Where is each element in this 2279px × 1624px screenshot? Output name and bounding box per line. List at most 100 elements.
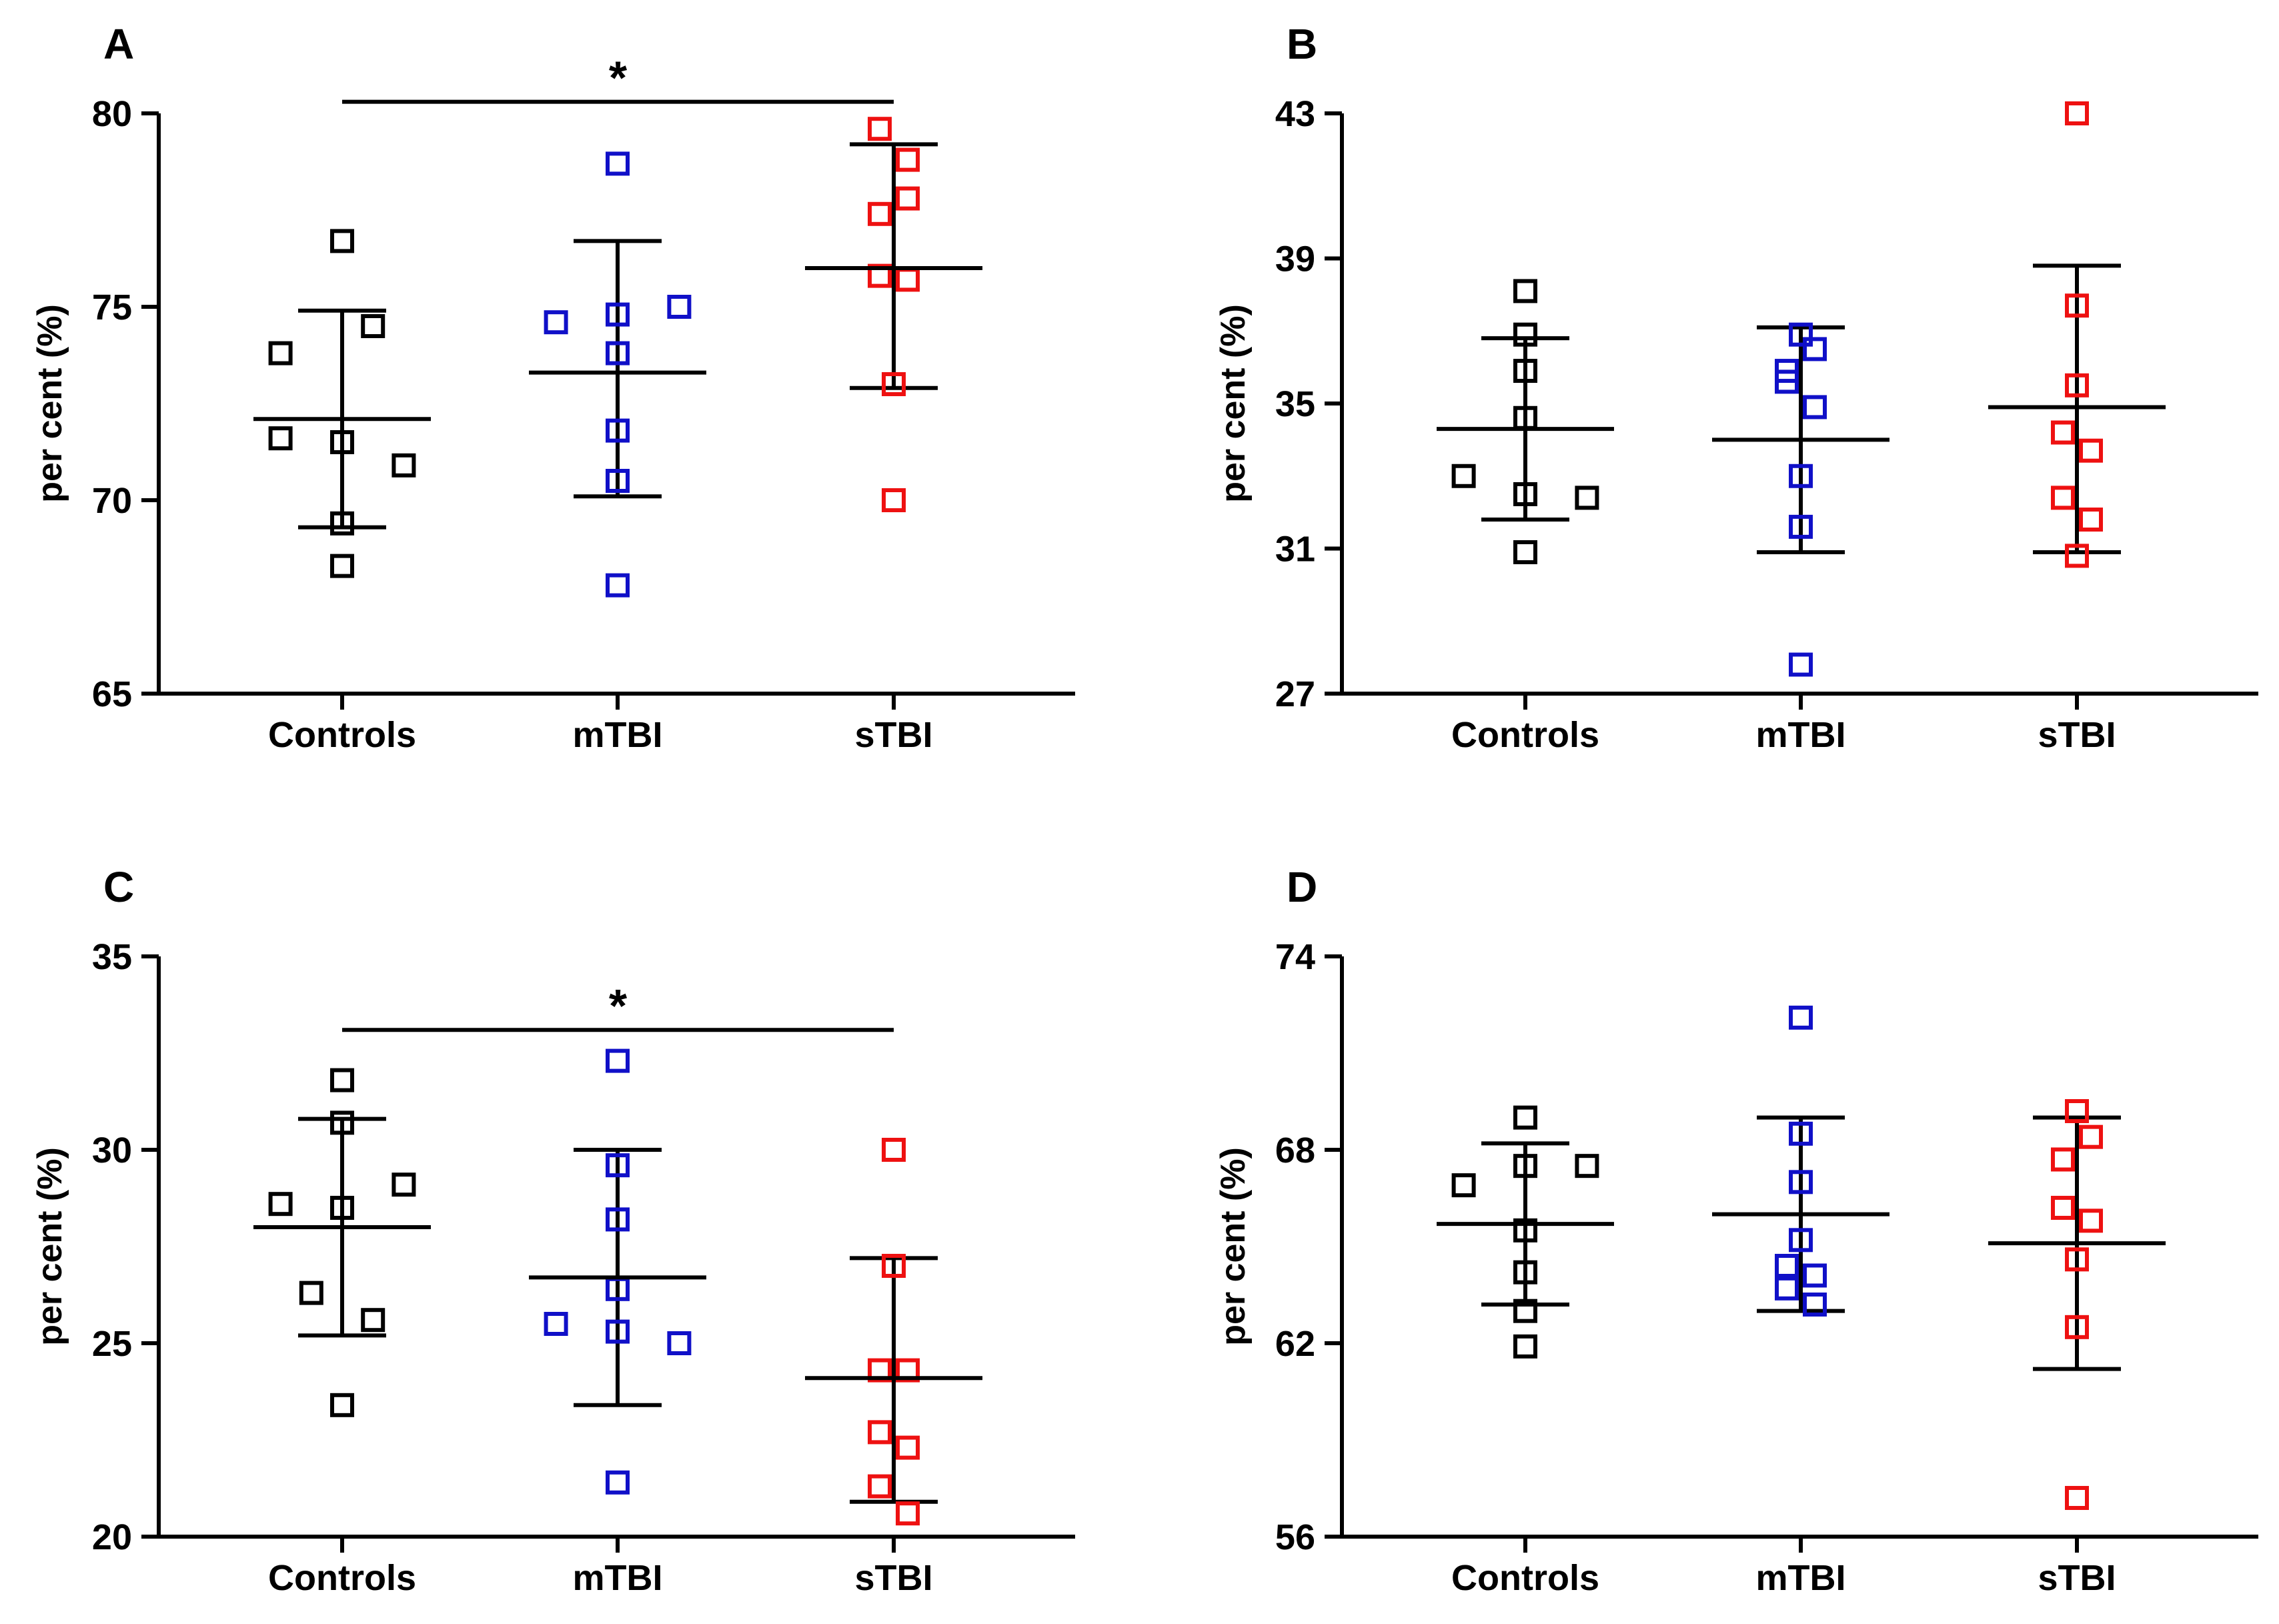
data-point bbox=[1789, 514, 1813, 539]
data-point bbox=[361, 1308, 386, 1333]
data-point bbox=[896, 147, 920, 172]
data-point bbox=[896, 1501, 920, 1526]
y-tick-label: 68 bbox=[1275, 1130, 1315, 1170]
group-Controls bbox=[1437, 1105, 1614, 1359]
data-point bbox=[1513, 540, 1537, 564]
data-point bbox=[896, 1358, 920, 1383]
data-point bbox=[330, 430, 354, 454]
x-tick-label: mTBI bbox=[1756, 715, 1846, 755]
data-point bbox=[330, 1196, 354, 1220]
panel-D: D 56 62 68 74 per cent (%) Controls mTBI sTBI bbox=[1214, 863, 2258, 1598]
data-point bbox=[606, 469, 630, 493]
data-point bbox=[1789, 464, 1813, 488]
data-point bbox=[268, 426, 293, 451]
x-tick-label: Controls bbox=[268, 715, 416, 755]
data-point bbox=[1789, 322, 1813, 347]
x-tick-label: Controls bbox=[1451, 715, 1599, 755]
y-tick-label: 56 bbox=[1275, 1517, 1315, 1557]
data-point bbox=[868, 1358, 892, 1383]
data-point bbox=[1513, 1218, 1537, 1243]
y-tick-label: 65 bbox=[92, 674, 132, 714]
data-point bbox=[868, 263, 892, 288]
data-point bbox=[330, 511, 354, 536]
group-mTBI bbox=[529, 1048, 706, 1495]
data-point bbox=[2079, 438, 2103, 463]
significance-marker: * bbox=[609, 980, 628, 1032]
data-point bbox=[606, 302, 630, 327]
data-point bbox=[882, 1254, 906, 1278]
panel-B: B 27 31 35 39 43 per cent (%) Controls mTBI sTBI bbox=[1214, 20, 2258, 755]
group-mTBI bbox=[1712, 1005, 1889, 1317]
data-point bbox=[606, 1048, 630, 1073]
x-tick-label: sTBI bbox=[2038, 1558, 2116, 1598]
data-point bbox=[1575, 486, 1599, 510]
data-point bbox=[2065, 293, 2089, 318]
data-point bbox=[1775, 1254, 1799, 1278]
data-point bbox=[606, 151, 630, 176]
y-axis-label: per cent (%) bbox=[1214, 1147, 1253, 1346]
data-point bbox=[361, 314, 386, 338]
data-point bbox=[667, 295, 692, 319]
data-point bbox=[330, 554, 354, 578]
data-point bbox=[606, 1207, 630, 1232]
y-tick-label: 39 bbox=[1275, 239, 1315, 279]
panel-label-C: C bbox=[103, 863, 134, 911]
y-tick-label: 25 bbox=[92, 1324, 132, 1364]
panel-C: C 20 25 30 35 per cent (%) Controls mTBI sTBI * bbox=[31, 863, 1075, 1598]
data-point bbox=[1803, 1293, 1827, 1317]
data-point bbox=[882, 1138, 906, 1162]
data-point bbox=[1789, 1121, 1813, 1146]
group-Controls bbox=[253, 229, 431, 578]
x-tick-label: mTBI bbox=[573, 715, 663, 755]
data-point bbox=[392, 453, 416, 478]
data-point bbox=[896, 1435, 920, 1460]
data-point bbox=[1513, 1260, 1537, 1285]
data-point bbox=[330, 1110, 354, 1135]
data-point bbox=[606, 341, 630, 365]
data-point bbox=[330, 1068, 354, 1092]
data-point bbox=[2065, 1247, 2089, 1272]
data-point bbox=[882, 372, 906, 396]
y-tick-label: 43 bbox=[1275, 94, 1315, 134]
data-point bbox=[868, 201, 892, 226]
data-point bbox=[2051, 1196, 2075, 1220]
data-point bbox=[606, 418, 630, 443]
data-point bbox=[2079, 1208, 2103, 1233]
data-point bbox=[1775, 369, 1799, 394]
data-point bbox=[1789, 652, 1813, 677]
data-point bbox=[392, 1172, 416, 1197]
data-point bbox=[1789, 1005, 1813, 1030]
data-point bbox=[896, 267, 920, 292]
data-point bbox=[1513, 1105, 1537, 1130]
x-tick-label: mTBI bbox=[1756, 1558, 1846, 1598]
significance-marker: * bbox=[609, 52, 628, 104]
data-point bbox=[606, 1153, 630, 1178]
x-tick-label: sTBI bbox=[2038, 715, 2116, 755]
data-point bbox=[1803, 337, 1827, 361]
data-point bbox=[330, 1393, 354, 1417]
data-point bbox=[868, 117, 892, 141]
data-point bbox=[2051, 420, 2075, 445]
y-axis-label: per cent (%) bbox=[31, 1147, 69, 1346]
data-point bbox=[868, 1420, 892, 1445]
data-point bbox=[1513, 359, 1537, 383]
y-tick-label: 20 bbox=[92, 1517, 132, 1557]
data-point bbox=[1775, 1276, 1799, 1301]
data-point bbox=[268, 341, 293, 365]
y-axis-label: per cent (%) bbox=[1214, 304, 1253, 503]
x-tick-label: sTBI bbox=[854, 1558, 932, 1598]
data-point bbox=[1513, 322, 1537, 347]
y-tick-label: 74 bbox=[1275, 937, 1315, 977]
panel-label-D: D bbox=[1287, 863, 1317, 911]
data-point bbox=[1789, 1228, 1813, 1253]
data-point bbox=[2079, 1124, 2103, 1149]
data-point bbox=[1451, 464, 1476, 488]
group-sTBI bbox=[1988, 1099, 2166, 1510]
x-tick-label: Controls bbox=[1451, 1558, 1599, 1598]
y-axis-label: per cent (%) bbox=[31, 304, 69, 503]
y-tick-label: 35 bbox=[1275, 384, 1315, 424]
data-point bbox=[667, 1331, 692, 1355]
data-point bbox=[2065, 373, 2089, 397]
data-point bbox=[2065, 1099, 2089, 1123]
